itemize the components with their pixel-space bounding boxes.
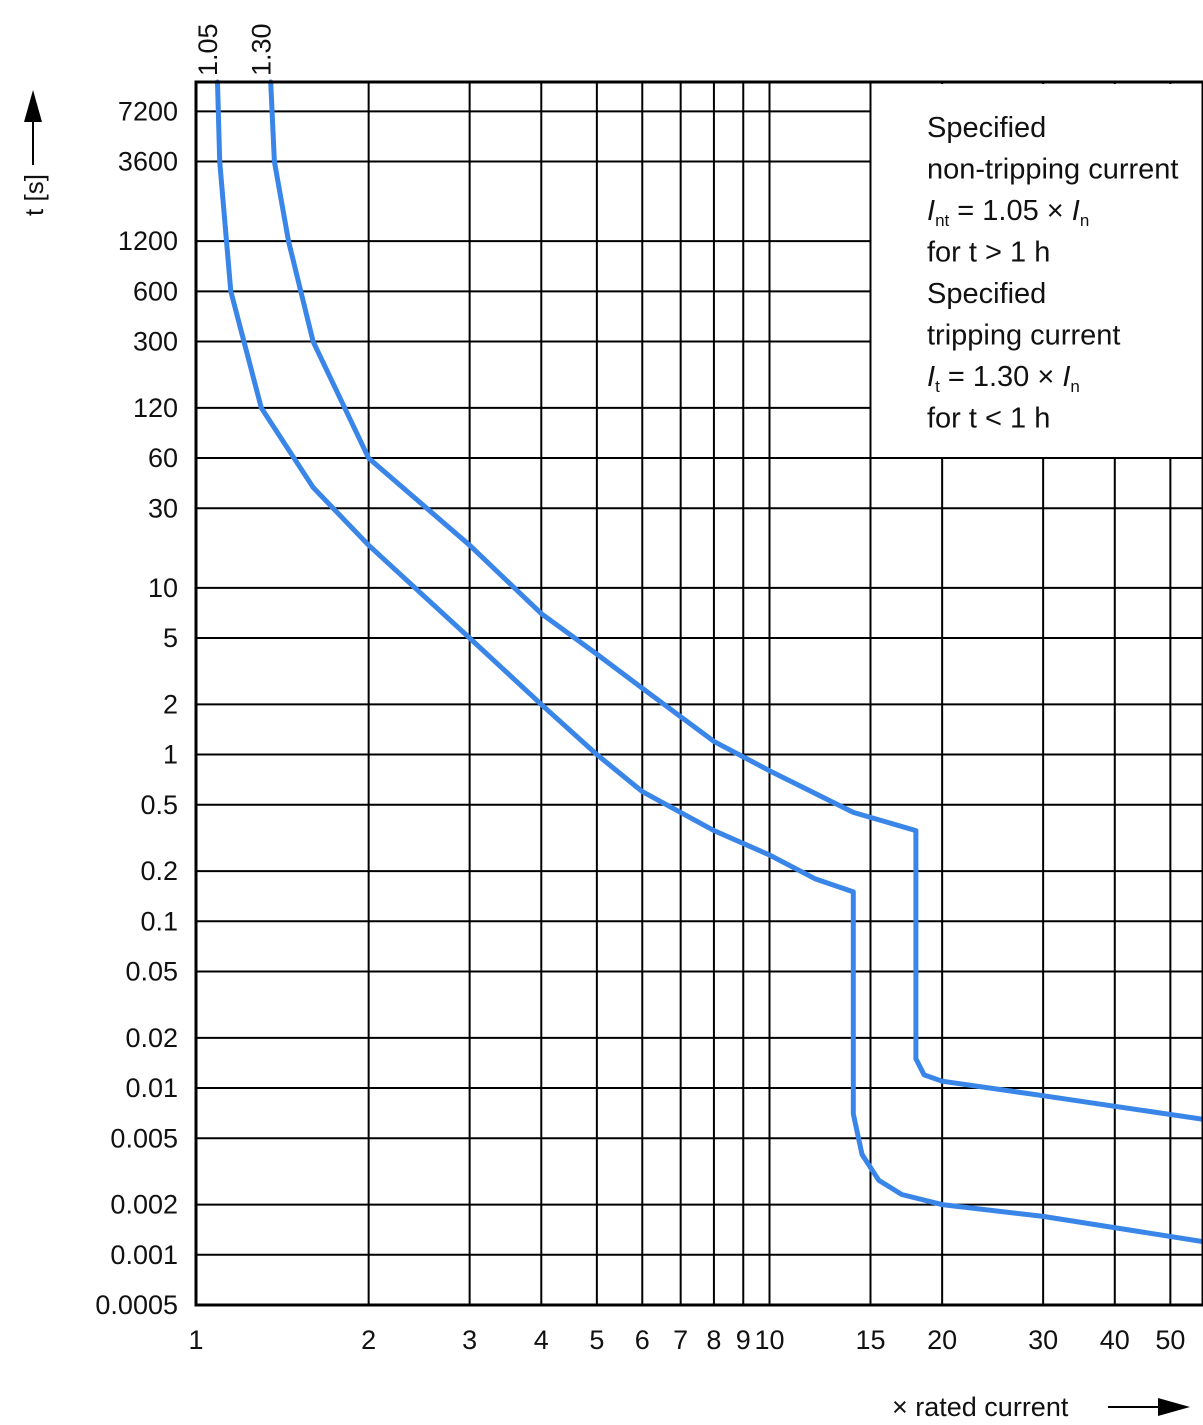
trip-curve-line xyxy=(268,79,1203,1122)
trip-curve-line xyxy=(215,79,1203,1245)
legend-line: for t < 1 h xyxy=(927,403,1050,435)
y-axis-arrow xyxy=(24,90,42,165)
x-tick-label: 20 xyxy=(927,1325,957,1355)
top-marker-labels: 1.05 1.30 xyxy=(193,23,276,76)
legend-line: for t > 1 h xyxy=(927,237,1050,269)
x-tick-label: 4 xyxy=(534,1325,549,1355)
y-tick-label: 60 xyxy=(148,443,178,473)
y-tick-label: 0.002 xyxy=(110,1190,178,1220)
y-tick-label: 0.0005 xyxy=(95,1290,178,1320)
legend-line: Specified xyxy=(927,112,1046,144)
y-tick-label: 0.01 xyxy=(125,1073,178,1103)
y-tick-label: 300 xyxy=(133,327,178,357)
x-tick-label: 30 xyxy=(1028,1325,1058,1355)
y-tick-label: 1200 xyxy=(118,226,178,256)
x-axis-arrow xyxy=(1108,1398,1190,1416)
y-tick-label: 0.005 xyxy=(110,1123,178,1153)
legend-box xyxy=(871,84,1202,458)
y-tick-label: 0.5 xyxy=(140,790,178,820)
y-tick-label: 30 xyxy=(148,493,178,523)
top-marker-label: 1.30 xyxy=(246,23,276,76)
x-tick-label: 6 xyxy=(635,1325,650,1355)
x-tick-label: 5 xyxy=(589,1325,604,1355)
legend: Specified non-tripping current Int = 1.05 … xyxy=(870,112,1203,460)
x-axis-label: × rated current xyxy=(892,1392,1069,1422)
y-tick-label: 0.1 xyxy=(140,906,178,936)
y-tick-label: 3600 xyxy=(118,147,178,177)
y-tick-label: 0.02 xyxy=(125,1023,178,1053)
legend-line: Int = 1.05 × In xyxy=(927,195,1089,230)
x-tick-label: 8 xyxy=(706,1325,721,1355)
x-tick-label: 40 xyxy=(1100,1325,1130,1355)
x-tick-label: 15 xyxy=(855,1325,885,1355)
horizontal-gridlines xyxy=(196,110,1203,1256)
x-tick-labels: 1 2 3 4 5 6 7 8 9 10 15 20 30 40 50 xyxy=(188,1325,1185,1355)
legend-line: It = 1.30 × In xyxy=(927,361,1080,396)
y-tick-label: 0.05 xyxy=(125,957,178,987)
x-tick-label: 10 xyxy=(754,1325,784,1355)
x-tick-label: 9 xyxy=(736,1325,751,1355)
y-tick-label: 7200 xyxy=(118,96,178,126)
y-tick-label: 600 xyxy=(133,276,178,306)
legend-line: tripping current xyxy=(927,320,1120,352)
series-lines xyxy=(215,79,1203,1245)
y-tick-labels: 7200 3600 1200 600 300 120 60 30 10 5 2 1 0.5 0.2 0.1 0… xyxy=(95,96,178,1320)
plot-frame xyxy=(194,80,1203,1307)
legend-line: non-tripping current xyxy=(927,154,1178,186)
x-tick-label: 1 xyxy=(188,1325,203,1355)
legend-line: Specified xyxy=(927,278,1046,310)
y-tick-label: 2 xyxy=(163,689,178,719)
y-tick-label: 0.2 xyxy=(140,856,178,886)
y-tick-label: 1 xyxy=(163,740,178,770)
x-tick-label: 7 xyxy=(673,1325,688,1355)
y-tick-label: 5 xyxy=(163,623,178,653)
y-axis-label: t [s] xyxy=(19,174,49,216)
top-marker-label: 1.05 xyxy=(193,23,223,76)
y-tick-label: 120 xyxy=(133,393,178,423)
x-tick-label: 3 xyxy=(462,1325,477,1355)
x-tick-label: 2 xyxy=(361,1325,376,1355)
y-tick-label: 10 xyxy=(148,573,178,603)
x-tick-label: 50 xyxy=(1155,1325,1185,1355)
y-tick-label: 0.001 xyxy=(110,1240,178,1270)
